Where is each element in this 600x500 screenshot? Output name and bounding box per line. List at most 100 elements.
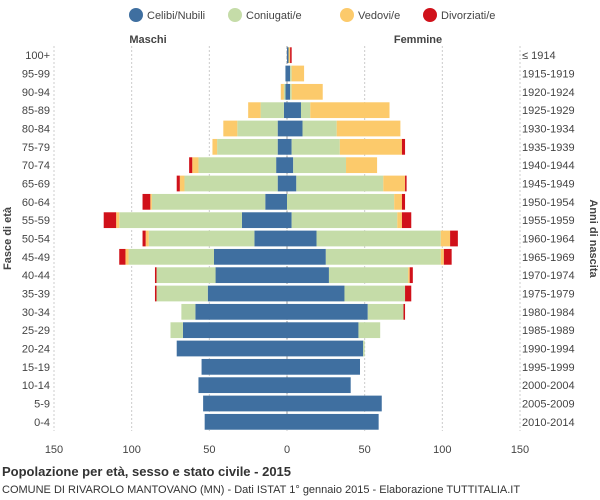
bar-female-nubili (287, 395, 382, 412)
bar-male-coniugati (156, 267, 216, 284)
bar-male-divorziati (154, 285, 157, 302)
birth-year-label: 1965-1969 (522, 252, 575, 264)
x-tick-label: 100 (433, 444, 451, 456)
birth-year-label: 1935-1939 (522, 142, 575, 154)
bar-female-vedove (383, 175, 406, 192)
age-group-label: 10-14 (22, 380, 50, 392)
age-group-label: 45-49 (22, 252, 50, 264)
age-group-label: 55-59 (22, 215, 50, 227)
age-group-label: 85-89 (22, 105, 50, 117)
bar-male-vedovi (223, 120, 238, 137)
bar-female-coniugate (300, 102, 311, 119)
bar-female-coniugate (291, 138, 340, 155)
bar-male-celibi (241, 212, 287, 229)
legend-marker (129, 8, 143, 22)
bar-female-divorziate (450, 230, 458, 247)
bar-female-coniugate (296, 175, 384, 192)
bar-female-vedove (346, 157, 378, 174)
legend-marker (228, 8, 242, 22)
bar-female-vedove (397, 212, 402, 229)
bar-male-divorziati (142, 230, 146, 247)
bar-male-celibi (195, 303, 287, 320)
bar-male-coniugati (237, 120, 278, 137)
bar-male-coniugati (119, 212, 242, 229)
age-group-label: 5-9 (34, 399, 50, 411)
bar-female-vedove (440, 248, 444, 265)
bar-female-divorziate (405, 175, 407, 192)
bar-female-divorziate (409, 267, 413, 284)
age-group-label: 60-64 (22, 197, 50, 209)
birth-year-label: 2000-2004 (522, 380, 575, 392)
birth-year-label: 1960-1964 (522, 234, 575, 246)
bar-female-nubili (287, 267, 329, 284)
females-header: Femmine (394, 34, 442, 46)
bar-male-coniugati (148, 230, 255, 247)
bar-male-vedovi (145, 230, 149, 247)
chart-subtitle: COMUNE DI RIVAROLO MANTOVANO (MN) - Dati… (2, 484, 521, 496)
bar-male-vedovi (150, 193, 152, 210)
birth-year-label: 1950-1954 (522, 197, 575, 209)
bar-female-vedove (394, 193, 402, 210)
birth-year-label: 1940-1944 (522, 160, 575, 172)
bar-male-coniugati (184, 175, 278, 192)
legend-marker (423, 8, 437, 22)
bar-female-coniugate (363, 340, 365, 357)
bar-female-vedove (291, 65, 305, 82)
age-group-label: 70-74 (22, 160, 50, 172)
birth-year-label: 1990-1994 (522, 344, 575, 356)
bar-male-coniugati (260, 102, 284, 119)
bar-male-divorziati (103, 212, 117, 229)
bar-male-coniugati (156, 285, 208, 302)
legend-marker (340, 8, 354, 22)
bar-female-nubili (287, 175, 297, 192)
bar-male-celibi (285, 83, 287, 100)
bar-female-nubili (287, 157, 294, 174)
legend-label: Vedovi/e (358, 10, 400, 22)
bar-male-vedovi (212, 138, 218, 155)
bar-male-celibi (203, 395, 287, 412)
bar-female-nubili (287, 47, 289, 64)
bar-male-coniugati (170, 322, 183, 339)
bar-male-coniugati (151, 193, 266, 210)
legend-label: Celibi/Nubili (147, 10, 205, 22)
bar-male-celibi (204, 413, 287, 430)
bar-female-divorziate (403, 303, 406, 320)
bar-male-vedovi (179, 175, 185, 192)
birth-year-label: 1970-1974 (522, 270, 575, 282)
bar-female-coniugate (328, 267, 409, 284)
bar-male-celibi (207, 285, 287, 302)
bar-male-coniugati (128, 248, 214, 265)
bar-female-coniugate (291, 212, 398, 229)
bar-male-celibi (285, 65, 287, 82)
bar-female-nubili (287, 358, 361, 375)
bar-male-divorziati (119, 248, 126, 265)
bar-female-nubili (287, 138, 292, 155)
y-axis-title-right: Anni di nascita (587, 199, 599, 278)
bar-female-divorziate (401, 212, 412, 229)
birth-year-label: 1975-1979 (522, 289, 575, 301)
bar-male-coniugati (181, 303, 196, 320)
age-group-label: 15-19 (22, 362, 50, 374)
bar-female-nubili (287, 340, 364, 357)
bar-male-vedovi (192, 157, 199, 174)
bar-female-vedove (291, 83, 323, 100)
age-group-label: 90-94 (22, 87, 50, 99)
bar-male-divorziati (189, 157, 193, 174)
bar-male-coniugati (198, 157, 277, 174)
bar-female-coniugate (367, 303, 404, 320)
legend-label: Coniugati/e (246, 10, 302, 22)
bar-female-nubili (287, 303, 368, 320)
age-group-label: 20-24 (22, 344, 50, 356)
x-tick-label: 50 (203, 444, 215, 456)
bar-female-coniugate (344, 285, 406, 302)
bar-male-celibi (277, 175, 287, 192)
birth-year-label: ≤ 1914 (522, 50, 556, 62)
bar-female-nubili (287, 120, 303, 137)
bar-male-celibi (254, 230, 287, 247)
chart-title: Popolazione per età, sesso e stato civil… (2, 464, 292, 479)
age-group-label: 30-34 (22, 307, 50, 319)
bar-male-celibi (265, 193, 287, 210)
x-tick-label: 150 (511, 444, 529, 456)
bar-female-coniugate (290, 83, 292, 100)
birth-year-label: 2005-2009 (522, 399, 575, 411)
